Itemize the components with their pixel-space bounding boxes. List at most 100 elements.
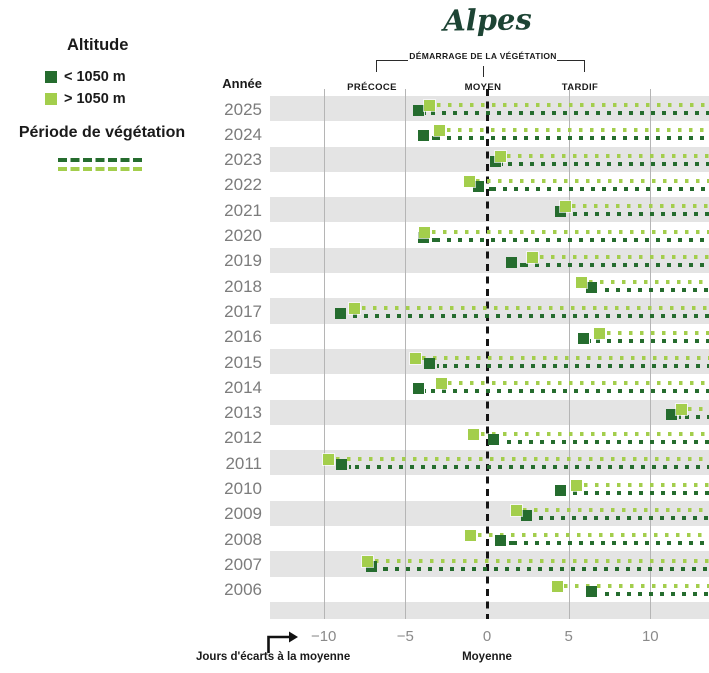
row-stripe [270,247,709,274]
gridline [323,89,325,619]
year-label: 2017 [224,301,262,321]
year-label: 2012 [224,428,262,448]
row-stripe [270,399,709,425]
x-tick-label: −10 [310,628,337,645]
period-line-below-1050 [425,389,709,394]
marker-above-1050 [463,176,475,188]
period-line-above-1050 [583,482,709,487]
period-line-above-1050 [436,103,709,108]
bracket-tick-center [483,66,485,77]
legend-altitude-title: Altitude [67,36,129,54]
zone-label-moyen: MOYEN [464,82,502,93]
zero-dashed-line [486,89,489,619]
period-line-below-1050 [678,414,709,419]
x-tick-label: 0 [482,628,492,645]
page-title: Alpes [442,2,533,38]
marker-below-1050 [473,181,485,193]
zone-label-precoce: PRÉCOCE [347,82,397,93]
x-axis-caption: Jours d'écarts à la moyenne [196,651,351,663]
marker-above-1050 [424,100,436,112]
period-line-above-1050 [335,457,709,462]
year-label: 2014 [224,377,262,397]
year-label: 2006 [224,580,262,600]
period-line-above-1050 [523,507,709,512]
period-line-above-1050 [606,330,709,335]
zero-caption: Moyenne [462,651,512,663]
marker-below-1050 [520,509,532,521]
marker-above-1050 [419,226,431,238]
marker-below-1050 [336,459,348,471]
year-label: 2009 [224,504,262,524]
period-line-below-1050 [567,490,709,495]
period-line-below-1050 [598,288,709,293]
period-line-below-1050 [507,541,709,546]
year-label: 2018 [224,276,262,296]
legend-item-above-1050: > 1050 m [45,91,126,107]
period-line-above-1050 [572,204,709,209]
marker-above-1050 [362,555,374,567]
marker-above-1050 [468,429,480,441]
year-label: 2020 [224,226,262,245]
period-line-above-1050 [477,533,709,538]
year-label: 2015 [224,352,262,372]
marker-below-1050 [412,105,424,117]
marker-above-1050 [594,327,606,339]
marker-below-1050 [586,282,597,294]
x-tick-label: −5 [396,628,414,645]
row-stripe [270,349,709,375]
x-axis: −10 −5 0 5 10 [0,628,709,648]
marker-below-1050 [494,535,506,547]
row-stripe [270,146,709,172]
period-line-below-1050 [378,566,709,571]
marker-above-1050 [527,251,539,263]
marker-below-1050 [412,383,424,395]
year-label: 2007 [224,554,262,574]
year-label: 2008 [224,529,262,549]
year-label: 2025 [224,99,262,119]
period-line-above-1050 [476,179,709,184]
axis-arrow-icon [267,631,298,653]
marker-above-1050 [435,378,447,390]
below-1050-swatch-icon [45,71,57,83]
period-line-above-1050 [588,280,709,285]
year-label: 2023 [224,150,262,170]
above-1050-swatch-icon [45,93,57,105]
marker-above-1050 [349,302,361,314]
period-line-below-1050 [348,465,709,470]
year-label: 2022 [224,175,262,195]
period-line-above-1050 [507,153,709,158]
period-line-below-1050 [425,111,709,116]
marker-below-1050 [488,434,500,446]
zone-label-tardif: TARDIF [561,82,599,93]
legend-item-label: < 1050 m [64,69,126,85]
year-label: 2010 [224,479,262,498]
period-line-above-1050 [688,406,709,411]
year-label: 2011 [225,453,262,473]
year-label: 2024 [224,124,262,144]
year-label: 2021 [224,200,262,220]
period-line-below-1050 [436,364,709,369]
marker-below-1050 [334,307,346,319]
marker-above-1050 [465,530,477,542]
marker-above-1050 [494,150,506,162]
marker-above-1050 [571,479,583,491]
period-line-below-1050 [518,262,709,267]
row-stripe [270,500,709,527]
marker-below-1050 [424,358,436,370]
marker-above-1050 [409,353,421,365]
gridline [405,89,407,619]
bracket-label: DÉMARRAGE DE LA VÉGÉTATION [409,51,557,61]
bracket-tick-left [376,60,378,72]
period-line-below-1050 [502,161,709,166]
marker-above-1050 [675,403,687,415]
year-label: 2019 [224,251,262,271]
legend-period-title: Période de végétation [18,124,186,141]
marker-below-1050 [666,408,678,420]
plot-area [270,89,709,619]
period-dash-dark-icon [58,158,144,162]
marker-below-1050 [577,332,589,344]
period-line-above-1050 [564,583,709,588]
period-line-below-1050 [590,338,709,343]
period-line-above-1050 [431,229,709,234]
period-line-above-1050 [448,381,709,386]
